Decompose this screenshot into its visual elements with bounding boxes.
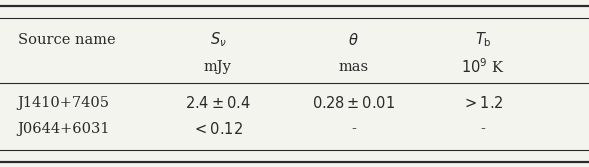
Text: $S_{\nu}$: $S_{\nu}$ [210,31,226,49]
Text: $> 1.2$: $> 1.2$ [462,95,504,111]
Text: $< 0.12$: $< 0.12$ [193,121,243,137]
Text: -: - [481,122,485,136]
Text: J1410+7405: J1410+7405 [18,96,110,110]
Text: $T_{\mathrm{b}}$: $T_{\mathrm{b}}$ [475,31,491,49]
Text: $0.28 \pm 0.01$: $0.28 \pm 0.01$ [312,95,395,111]
Text: -: - [351,122,356,136]
Text: $\theta$: $\theta$ [348,32,359,48]
Text: J0644+6031: J0644+6031 [18,122,110,136]
Text: $10^{9}$ K: $10^{9}$ K [461,57,505,76]
Text: mJy: mJy [204,60,232,74]
Text: mas: mas [338,60,369,74]
Text: $2.4 \pm 0.4$: $2.4 \pm 0.4$ [185,95,251,111]
Text: Source name: Source name [18,33,115,47]
